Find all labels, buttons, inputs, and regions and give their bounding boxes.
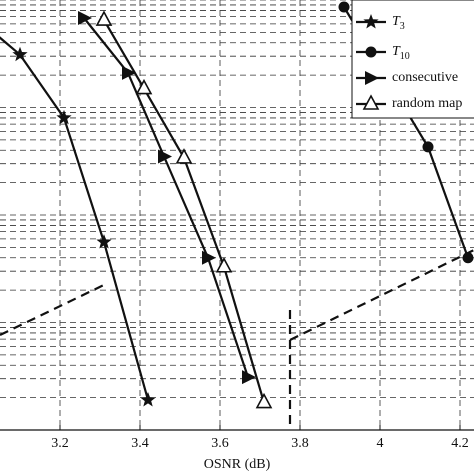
connector (0, 282, 109, 336)
marker (365, 71, 379, 85)
marker (365, 46, 377, 58)
marker (202, 250, 216, 265)
marker (56, 109, 72, 125)
marker (363, 14, 379, 29)
marker (462, 252, 474, 264)
marker (12, 46, 28, 62)
marker (95, 10, 113, 26)
marker (215, 257, 233, 273)
x-tick-label: 3.8 (291, 436, 309, 451)
marker (255, 392, 273, 409)
marker (338, 1, 350, 13)
axis-labels: 3.2 3.4 3.6 3.8 4 4.2 (51, 425, 469, 451)
x-axis-title: OSNR (dB) (204, 457, 271, 472)
connector (289, 249, 474, 341)
x-tick-label: 3.2 (51, 436, 69, 451)
x-tick-label: 3.4 (131, 436, 149, 451)
legend-label: T10 (392, 44, 410, 62)
marker (140, 392, 156, 407)
marker (78, 11, 92, 26)
series-line (103, 19, 266, 403)
marker (242, 370, 256, 385)
marker (422, 141, 434, 153)
series-layer (0, 1, 474, 409)
marker (96, 234, 112, 249)
legend: T3 T10 consecutive random map (351, 0, 474, 119)
marker (122, 65, 136, 80)
x-tick-label: 3.6 (211, 436, 229, 451)
legend-label: consecutive (392, 70, 458, 85)
x-tick-label: 4 (377, 436, 384, 451)
x-tick-label: 4.2 (451, 436, 469, 451)
legend-label: T3 (392, 14, 405, 32)
marker (158, 149, 172, 164)
marker (135, 78, 153, 95)
connector-lines (0, 249, 474, 430)
legend-label: random map (392, 96, 462, 111)
series-line (83, 17, 250, 378)
marker (362, 94, 380, 110)
marker (175, 148, 193, 164)
